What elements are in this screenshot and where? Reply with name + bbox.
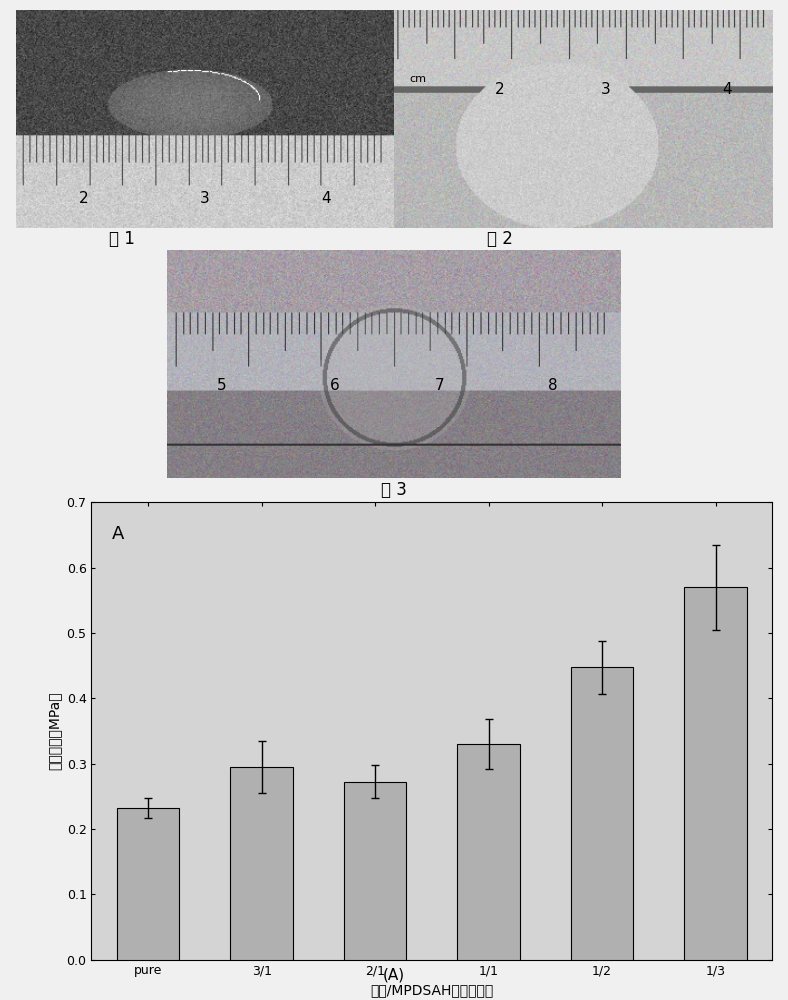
Bar bbox=[684, 587, 747, 960]
Text: 图 2: 图 2 bbox=[487, 230, 513, 248]
Text: 2: 2 bbox=[79, 191, 89, 206]
Text: 8: 8 bbox=[548, 378, 558, 393]
X-axis label: 胶原/MPDSAH（质量比）: 胶原/MPDSAH（质量比） bbox=[370, 983, 493, 997]
Text: 4: 4 bbox=[722, 82, 732, 97]
Bar bbox=[571, 667, 634, 960]
Bar bbox=[117, 808, 180, 960]
Y-axis label: 拉伸强度（MPa）: 拉伸强度（MPa） bbox=[47, 692, 61, 770]
Text: 3: 3 bbox=[200, 191, 210, 206]
Bar bbox=[230, 767, 293, 960]
Text: 6: 6 bbox=[330, 378, 340, 393]
Bar bbox=[457, 744, 520, 960]
Text: 2: 2 bbox=[495, 82, 505, 97]
Text: 图 3: 图 3 bbox=[381, 481, 407, 499]
Text: 7: 7 bbox=[434, 378, 444, 393]
Text: (A): (A) bbox=[383, 967, 405, 982]
Text: 4: 4 bbox=[321, 191, 331, 206]
Text: cm: cm bbox=[409, 74, 426, 84]
Text: A: A bbox=[112, 525, 125, 543]
Bar bbox=[344, 782, 407, 960]
Text: 图 1: 图 1 bbox=[109, 230, 135, 248]
Text: 3: 3 bbox=[601, 82, 611, 97]
Text: 5: 5 bbox=[217, 378, 226, 393]
